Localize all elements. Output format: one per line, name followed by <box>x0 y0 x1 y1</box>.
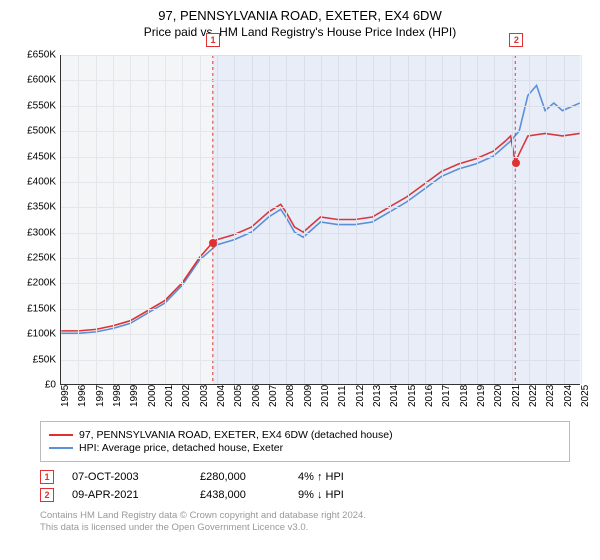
x-tick-label: 2015 <box>407 385 418 407</box>
sale-row: 2 09-APR-2021 £438,000 9% ↓ HPI <box>40 488 570 502</box>
y-tick-label: £150K <box>27 303 56 314</box>
footnote-line2: This data is licensed under the Open Gov… <box>40 522 570 534</box>
gridline-v <box>165 55 166 384</box>
sale-row: 1 07-OCT-2003 £280,000 4% ↑ HPI <box>40 470 570 484</box>
x-tick-label: 2014 <box>389 385 400 407</box>
x-tick-label: 1999 <box>129 385 140 407</box>
sale-price: £438,000 <box>200 489 280 501</box>
y-tick-label: £100K <box>27 329 56 340</box>
x-tick-label: 2012 <box>355 385 366 407</box>
x-tick-label: 2023 <box>545 385 556 407</box>
sale-dot-1 <box>209 239 217 247</box>
sale-row-marker: 2 <box>40 488 54 502</box>
footnote-line1: Contains HM Land Registry data © Crown c… <box>40 510 570 522</box>
x-tick-label: 2007 <box>268 385 279 407</box>
gridline-v <box>182 55 183 384</box>
y-tick-label: £300K <box>27 227 56 238</box>
shade-period <box>516 55 581 384</box>
y-tick-label: £50K <box>33 354 56 365</box>
sale-date: 07-OCT-2003 <box>72 471 182 483</box>
x-tick-label: 2021 <box>511 385 522 407</box>
x-tick-label: 2009 <box>303 385 314 407</box>
x-tick-label: 2018 <box>459 385 470 407</box>
x-tick-label: 2004 <box>216 385 227 407</box>
x-tick-label: 2022 <box>528 385 539 407</box>
y-tick-label: £550K <box>27 100 56 111</box>
y-tick-label: £0 <box>45 380 56 391</box>
x-tick-label: 1997 <box>95 385 106 407</box>
y-tick-label: £600K <box>27 75 56 86</box>
sale-dot-2 <box>512 159 520 167</box>
y-tick-label: £400K <box>27 176 56 187</box>
sales-table: 1 07-OCT-2003 £280,000 4% ↑ HPI 2 09-APR-2021… <box>40 470 570 502</box>
legend-swatch-hpi <box>49 447 73 449</box>
legend-item-property: 97, PENNSYLVANIA ROAD, EXETER, EX4 6DW (… <box>49 429 561 441</box>
y-tick-label: £500K <box>27 126 56 137</box>
gridline-v <box>113 55 114 384</box>
x-tick-label: 2019 <box>476 385 487 407</box>
gridline-v <box>200 55 201 384</box>
sale-marker-2: 2 <box>509 33 523 47</box>
x-axis: 1995 1996 1997 1998 1999 2000 2001 2002 2003 2004… <box>60 385 580 415</box>
gridline-v <box>581 55 582 384</box>
x-tick-label: 2011 <box>337 385 348 407</box>
x-tick-label: 2002 <box>181 385 192 407</box>
x-tick-label: 2003 <box>199 385 210 407</box>
gridline-v <box>130 55 131 384</box>
chart-area: £0 £50K £100K £150K £200K £250K £300K £350K £400… <box>10 45 590 415</box>
gridline-v <box>96 55 97 384</box>
sale-marker-1: 1 <box>206 33 220 47</box>
x-tick-label: 2006 <box>251 385 262 407</box>
x-tick-label: 2016 <box>424 385 435 407</box>
chart-title: 97, PENNSYLVANIA ROAD, EXETER, EX4 6DW <box>0 0 600 23</box>
x-tick-label: 2013 <box>372 385 383 407</box>
x-tick-label: 2005 <box>233 385 244 407</box>
gridline-v <box>148 55 149 384</box>
legend-label-hpi: HPI: Average price, detached house, Exet… <box>79 442 283 454</box>
gridline-v <box>78 55 79 384</box>
x-tick-label: 2001 <box>164 385 175 407</box>
x-tick-label: 2010 <box>320 385 331 407</box>
sale-delta: 4% ↑ HPI <box>298 471 388 483</box>
x-tick-label: 2017 <box>441 385 452 407</box>
sale-date: 09-APR-2021 <box>72 489 182 501</box>
x-tick-label: 2000 <box>147 385 158 407</box>
x-tick-label: 1996 <box>77 385 88 407</box>
x-tick-label: 1998 <box>112 385 123 407</box>
x-tick-label: 1995 <box>60 385 71 407</box>
x-tick-label: 2008 <box>285 385 296 407</box>
y-tick-label: £450K <box>27 151 56 162</box>
sale-delta: 9% ↓ HPI <box>298 489 388 501</box>
plot-region: 12 <box>60 55 580 385</box>
y-tick-label: £350K <box>27 202 56 213</box>
y-tick-label: £250K <box>27 253 56 264</box>
x-tick-label: 2025 <box>580 385 591 407</box>
y-axis: £0£50K£100K£150K£200K£250K£300K£350K£400… <box>10 55 58 385</box>
y-tick-label: £200K <box>27 278 56 289</box>
legend-label-property: 97, PENNSYLVANIA ROAD, EXETER, EX4 6DW (… <box>79 429 393 441</box>
sale-row-marker: 1 <box>40 470 54 484</box>
y-tick-label: £650K <box>27 50 56 61</box>
sale-price: £280,000 <box>200 471 280 483</box>
legend: 97, PENNSYLVANIA ROAD, EXETER, EX4 6DW (… <box>40 421 570 462</box>
legend-item-hpi: HPI: Average price, detached house, Exet… <box>49 442 561 454</box>
x-tick-label: 2020 <box>493 385 504 407</box>
x-tick-label: 2024 <box>563 385 574 407</box>
legend-swatch-property <box>49 434 73 436</box>
shade-period <box>213 55 516 384</box>
footnote: Contains HM Land Registry data © Crown c… <box>40 510 570 535</box>
